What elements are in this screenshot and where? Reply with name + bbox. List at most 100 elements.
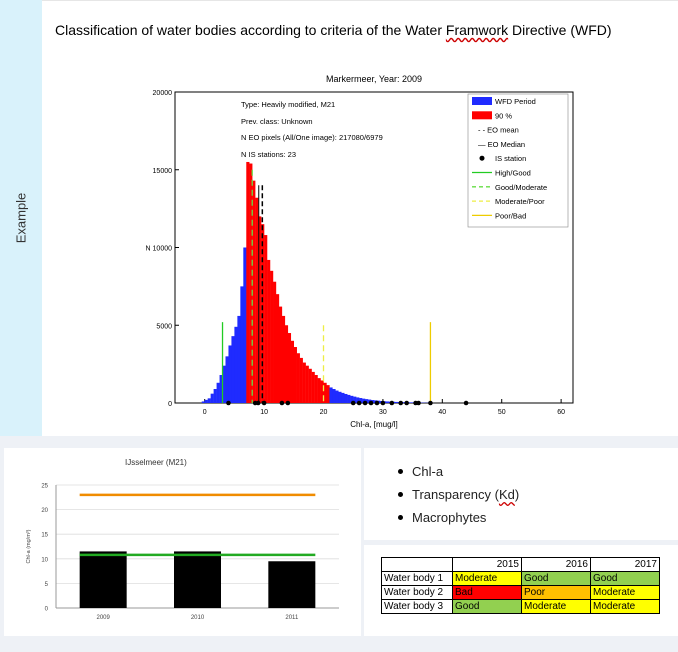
y-tick-label: 15000 (153, 168, 173, 175)
water-body-name: Water body 2 (381, 585, 453, 600)
legend-entry: - - EO mean (478, 126, 519, 135)
y-tick-label: N 10000 (146, 246, 173, 253)
histogram-bin (278, 306, 283, 403)
slide-frame (42, 0, 678, 437)
histogram-bin (293, 347, 297, 403)
legend-entry: Moderate/Poor (495, 197, 545, 206)
chart-annotation: N EO pixels (All/One image): 217080/6979 (241, 133, 383, 142)
is-station-point (279, 400, 285, 406)
histogram-bin (201, 401, 205, 403)
legend-entry: Poor/Bad (495, 211, 526, 220)
histogram-bin (344, 393, 348, 403)
chart-title: Markermeer, Year: 2009 (326, 74, 422, 84)
status-cell: Poor (521, 585, 591, 600)
histogram-bin (341, 392, 345, 403)
histogram-bin (222, 365, 226, 403)
y-tick-label: 0 (168, 401, 172, 408)
x-tick-label: 10 (260, 409, 268, 416)
year-header: 2016 (521, 557, 591, 572)
x-tick-label: 20 (320, 409, 328, 416)
y-tick-label: 20 (41, 508, 48, 514)
y-tick-label: 5000 (156, 323, 172, 330)
indicator-macrophytes: Macrophytes (398, 506, 519, 529)
legend-entry: IS station (495, 154, 526, 163)
histogram-legend: WFD Period 90 % - - EO mean — EO Median IS s… (467, 93, 569, 228)
histogram-bin (362, 398, 366, 403)
table-row: Water body 1 Moderate Good Good (381, 571, 660, 586)
histogram-bin (299, 357, 303, 403)
is-station-point (380, 400, 386, 406)
is-station-point (416, 400, 421, 406)
histogram-bin (234, 326, 238, 403)
histogram-bin (281, 315, 286, 403)
is-station-point (368, 400, 374, 406)
legend-entry: 90 % (495, 111, 512, 120)
legend-swatch (472, 97, 492, 105)
is-station-point (255, 400, 261, 406)
histogram-bin (350, 395, 354, 403)
table-row: Water body 2 Bad Poor Moderate (381, 585, 660, 600)
histogram-bin (213, 389, 217, 403)
is-station-point (350, 400, 356, 406)
histogram-bin (302, 362, 306, 403)
chart-annotation: Prev. class: Unknown (241, 117, 313, 126)
histogram-bin (243, 247, 247, 403)
is-station-point (463, 400, 469, 406)
x-tick-label: 2010 (191, 615, 205, 621)
histogram-bars (201, 161, 434, 403)
histogram-bin (219, 375, 223, 403)
is-station-point (261, 400, 267, 406)
histogram-bin (365, 399, 369, 403)
histogram-bin (314, 375, 318, 403)
bar (174, 551, 221, 608)
histogram-chart: 0 10 20 30 40 50 60 0 5000 N 10000 15000 20000 WFD … (146, 74, 574, 429)
y-tick-label: 10 (41, 557, 48, 563)
histogram-bin (394, 401, 398, 403)
status-cell: Good (452, 599, 522, 614)
y-tick-label: 20000 (153, 90, 173, 97)
histogram-bin (258, 216, 262, 403)
y-tick-label: 15 (41, 533, 48, 539)
year-header: 2015 (452, 557, 522, 572)
indicator-chl-a: Chl-a (398, 460, 519, 483)
title-part-1: Classification of water bodies according… (55, 22, 446, 38)
y-axis-label: Chl-a (mg/m³) (26, 529, 32, 563)
table-corner-cell (381, 557, 453, 572)
histogram-bin (204, 399, 208, 403)
title-typo-word: Framwork (445, 22, 509, 38)
histogram-bin (249, 163, 253, 403)
x-tick-label: 30 (379, 409, 387, 416)
status-cell: Moderate (590, 599, 660, 614)
bullet-dot (398, 515, 403, 520)
is-station-point (356, 400, 362, 406)
histogram-bin (305, 365, 309, 403)
legend-entry: Good/Moderate (495, 183, 547, 192)
histogram-bin (231, 336, 235, 403)
histogram-bin (210, 393, 214, 403)
histogram-annotations: Type: Heavily modified, M21 Prev. class: … (241, 100, 383, 159)
is-station-point (374, 400, 380, 406)
x-tick-label: 40 (438, 409, 446, 416)
histogram-bin (246, 161, 250, 403)
x-tick-label: 50 (498, 409, 506, 416)
table-row: Water body 3 Good Moderate Moderate (381, 599, 660, 614)
histogram-bin (264, 235, 268, 403)
is-station-point (362, 400, 368, 406)
legend-entry: WFD Period (495, 97, 536, 106)
histogram-bin (409, 402, 413, 403)
histogram-bin (311, 371, 315, 403)
is-station-point (226, 400, 231, 406)
x-tick-label: 60 (557, 409, 565, 416)
histogram-bin (225, 356, 229, 403)
status-cell: Moderate (521, 599, 591, 614)
histogram-bin (353, 396, 357, 403)
title-part-2: Directive (WFD) (508, 22, 612, 38)
legend-dot (479, 155, 485, 161)
histogram-bin (270, 270, 274, 403)
histogram-bin (320, 380, 324, 403)
x-tick-label: 2011 (285, 615, 299, 621)
bar-chart-title: IJsselmeer (M21) (125, 458, 187, 467)
status-cell: Good (521, 571, 591, 586)
is-station-point (428, 400, 433, 406)
histogram-bin (287, 333, 292, 403)
